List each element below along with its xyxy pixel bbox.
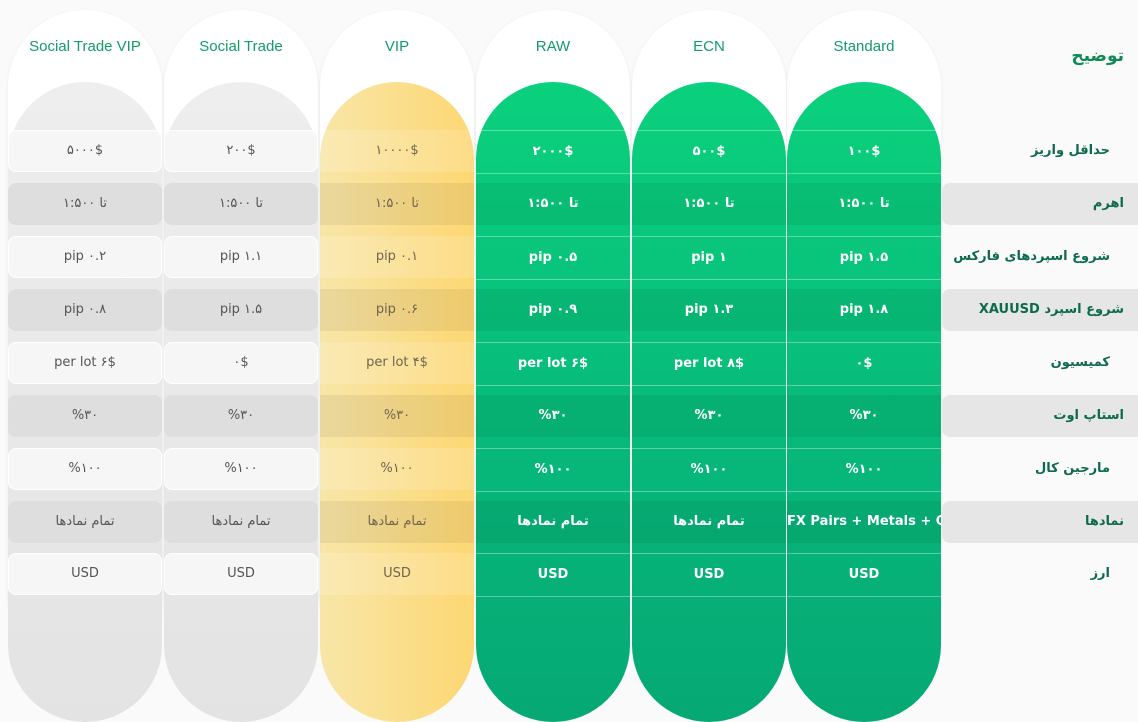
plan-cell: USD xyxy=(320,553,474,595)
plan-body xyxy=(632,82,786,722)
plan-cell: تا ۱:۵۰۰ xyxy=(320,183,474,225)
row-label: نمادها xyxy=(942,501,1138,543)
plan-cell: pip ۱.۳ xyxy=(632,289,786,331)
plan-cell: %۳۰ xyxy=(164,395,318,437)
plan-title: Social Trade xyxy=(199,38,283,55)
plan-cell: per lot ۴$ xyxy=(320,342,474,384)
plan-title: Standard xyxy=(833,38,895,55)
plan-title: ECN xyxy=(693,38,725,55)
row-label: ارز xyxy=(1090,566,1110,581)
plan-title: Social Trade VIP xyxy=(29,38,141,55)
plan-cell: pip ۰.۱ xyxy=(320,236,474,278)
plan-cell: تمام نمادها xyxy=(164,501,318,543)
plan-cell: pip ۱.۸ xyxy=(787,289,941,331)
plan-title: RAW xyxy=(535,38,571,55)
plan-cell: pip ۰.۸ xyxy=(8,289,162,331)
plan-cell: %۱۰۰ xyxy=(164,448,318,490)
plan-cell: pip ۰.۹ xyxy=(476,289,630,331)
plan-cell: %۱۰۰ xyxy=(320,448,474,490)
plan-cell: %۳۰ xyxy=(320,395,474,437)
plan-cell: FX Pairs + Metals + Oil xyxy=(787,501,941,543)
plan-cell: pip ۱.۱ xyxy=(164,236,318,278)
row-label: استاپ اوت xyxy=(942,395,1138,437)
plan-body xyxy=(320,82,474,722)
plan-cell: تا ۱:۵۰۰ xyxy=(476,183,630,225)
plan-cell: %۱۰۰ xyxy=(787,448,941,492)
plan-body xyxy=(476,82,630,722)
row-label: مارجین کال xyxy=(1034,461,1110,476)
plan-cell: per lot ۶$ xyxy=(476,342,630,386)
plan-cell: ۱۰۰۰۰$ xyxy=(320,130,474,172)
plan-column: RAW ۲۰۰۰$ تا ۱:۵۰۰ pip ۰.۵ pip ۰.۹ per lot ۶$… xyxy=(476,0,630,722)
plan-cell: per lot ۸$ xyxy=(632,342,786,386)
plan-column: Social Trade VIP ۵۰۰۰$ تا ۱:۵۰۰ pip ۰.۲ pip … xyxy=(8,0,162,722)
plan-column: Social Trade ۲۰۰$ تا ۱:۵۰۰ pip ۱.۱ pip ۱.۵ ۰$… xyxy=(164,0,318,722)
plan-cell: ۱۰۰$ xyxy=(787,130,941,174)
plan-cell: تمام نمادها xyxy=(8,501,162,543)
plan-cell: تا ۱:۵۰۰ xyxy=(164,183,318,225)
plan-cell: %۱۰۰ xyxy=(632,448,786,492)
plan-cell: USD xyxy=(164,553,318,595)
description-title: توضیح xyxy=(1071,46,1124,66)
row-labels-column: توضیح حداقل واریز اهرم شروع اسپردهای فارکس… xyxy=(942,0,1138,652)
plan-title: VIP xyxy=(384,38,410,55)
plan-cell: pip ۱ xyxy=(632,236,786,280)
plan-cell: USD xyxy=(787,553,941,597)
plan-body xyxy=(787,82,941,722)
row-label: شروع اسپرد XAUUSD xyxy=(942,289,1138,331)
plan-cell: USD xyxy=(476,553,630,597)
plan-cell: تا ۱:۵۰۰ xyxy=(787,183,941,225)
plan-column: VIP ۱۰۰۰۰$ تا ۱:۵۰۰ pip ۰.۱ pip ۰.۶ per lot ۴… xyxy=(320,0,474,722)
plan-cell: %۳۰ xyxy=(632,395,786,437)
row-label: حداقل واریز xyxy=(1031,143,1110,158)
plan-cell: USD xyxy=(8,553,162,595)
plan-cell: تمام نمادها xyxy=(320,501,474,543)
plan-cell: %۳۰ xyxy=(787,395,941,437)
plan-cell: ۰$ xyxy=(787,342,941,386)
plan-cell: USD xyxy=(632,553,786,597)
plan-cell: %۳۰ xyxy=(8,395,162,437)
plan-cell: pip ۱.۵ xyxy=(164,289,318,331)
plan-cell: ۵۰۰۰$ xyxy=(8,130,162,172)
plan-cell: تا ۱:۵۰۰ xyxy=(632,183,786,225)
row-label: اهرم xyxy=(942,183,1138,225)
row-label: کمیسیون xyxy=(1050,355,1110,370)
plan-cell: %۱۰۰ xyxy=(476,448,630,492)
plan-cell: تا ۱:۵۰۰ xyxy=(8,183,162,225)
plan-cell: per lot ۶$ xyxy=(8,342,162,384)
plan-cell: تمام نمادها xyxy=(476,501,630,543)
plan-cell: ۵۰۰$ xyxy=(632,130,786,174)
plan-cell: %۳۰ xyxy=(476,395,630,437)
plan-cell: pip ۰.۵ xyxy=(476,236,630,280)
plan-cell: ۲۰۰۰$ xyxy=(476,130,630,174)
plan-cell: تمام نمادها xyxy=(632,501,786,543)
plan-cell: pip ۱.۵ xyxy=(787,236,941,280)
plan-cell: ۰$ xyxy=(164,342,318,384)
plan-cell: pip ۰.۶ xyxy=(320,289,474,331)
plan-column: Standard ۱۰۰$ تا ۱:۵۰۰ pip ۱.۵ pip ۱.۸ ۰$ %۳۰%… xyxy=(787,0,941,722)
plan-cell: ۲۰۰$ xyxy=(164,130,318,172)
row-label: شروع اسپردهای فارکس xyxy=(953,249,1110,264)
plan-column: ECN ۵۰۰$ تا ۱:۵۰۰ pip ۱ pip ۱.۳ per lot ۸$ %۳۰… xyxy=(632,0,786,722)
plan-cell: pip ۰.۲ xyxy=(8,236,162,278)
plan-cell: %۱۰۰ xyxy=(8,448,162,490)
